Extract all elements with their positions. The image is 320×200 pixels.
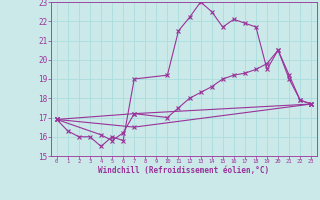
X-axis label: Windchill (Refroidissement éolien,°C): Windchill (Refroidissement éolien,°C) bbox=[99, 166, 269, 175]
